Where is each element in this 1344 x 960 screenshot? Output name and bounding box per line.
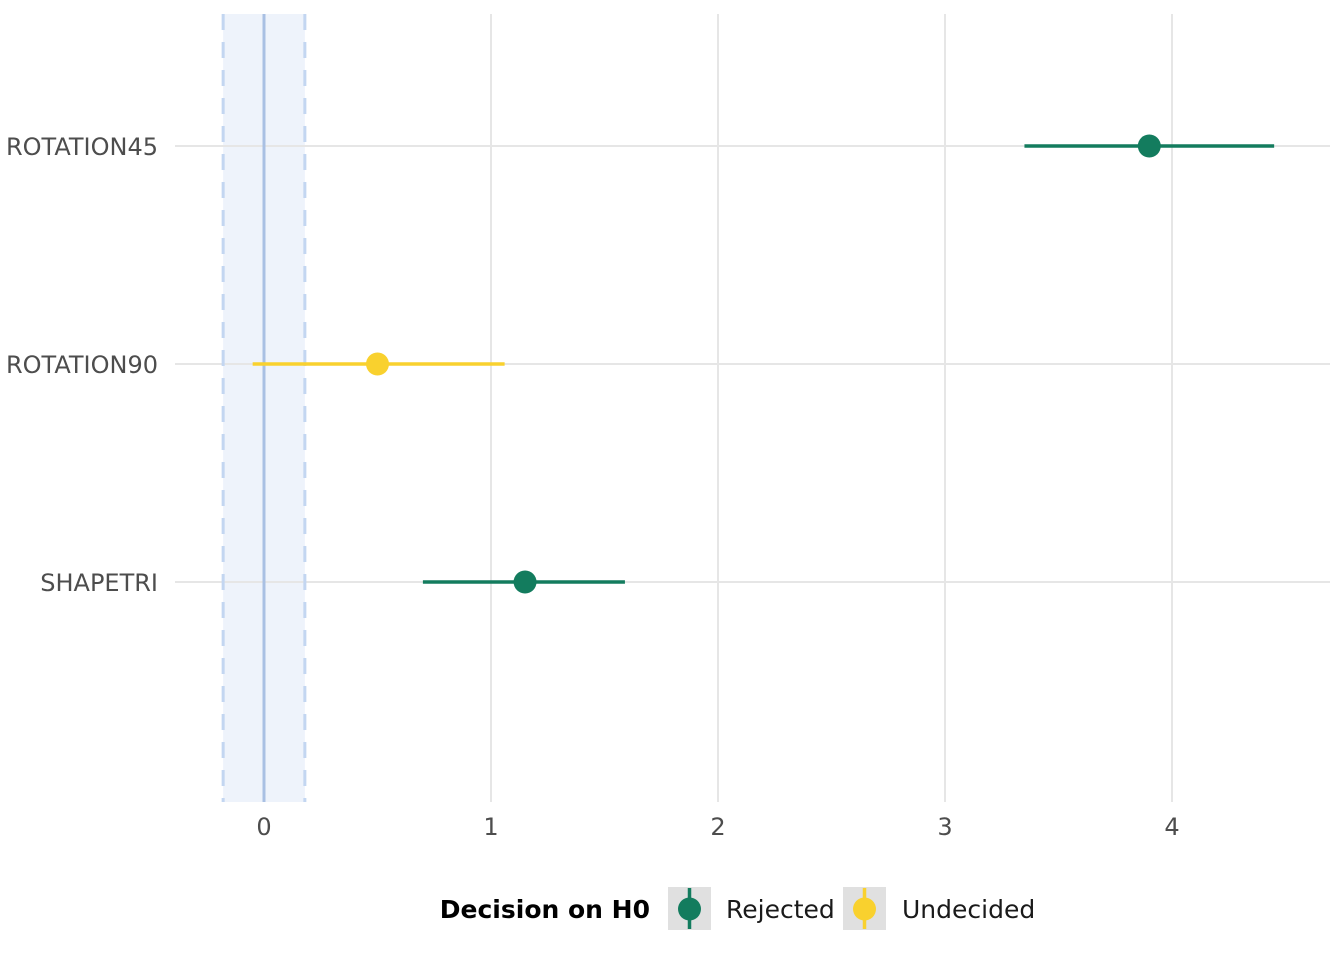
legend-label-undecided: Undecided xyxy=(902,895,1035,924)
point-rotation90 xyxy=(366,352,389,376)
point-shapetri xyxy=(513,570,537,594)
x-tick-label-1: 1 xyxy=(483,813,498,841)
legend-key-point-rejected xyxy=(678,897,701,921)
x-tick-label-2: 2 xyxy=(710,813,725,841)
legend-title: Decision on H0 xyxy=(440,895,650,924)
rope-boundaries xyxy=(221,14,307,802)
y-tick-label-shapetri: SHAPETRI xyxy=(40,569,158,597)
legend: Decision on H0 Rejected Undecided xyxy=(440,887,1035,930)
grid-lines xyxy=(175,14,1330,802)
y-tick-label-rotation45: ROTATION45 xyxy=(6,133,158,161)
x-tick-label-4: 4 xyxy=(1164,813,1179,841)
point-rotation45 xyxy=(1137,134,1161,158)
y-tick-label-rotation90: ROTATION90 xyxy=(6,351,158,379)
data-marks xyxy=(252,134,1275,594)
legend-label-rejected: Rejected xyxy=(726,895,835,924)
axis-tick-labels: ROTATION45 ROTATION90 SHAPETRI 0 1 2 3 4 xyxy=(6,133,1180,841)
x-tick-label-3: 3 xyxy=(937,813,952,841)
legend-key-point-undecided xyxy=(853,897,876,921)
x-tick-label-0: 0 xyxy=(256,813,271,841)
